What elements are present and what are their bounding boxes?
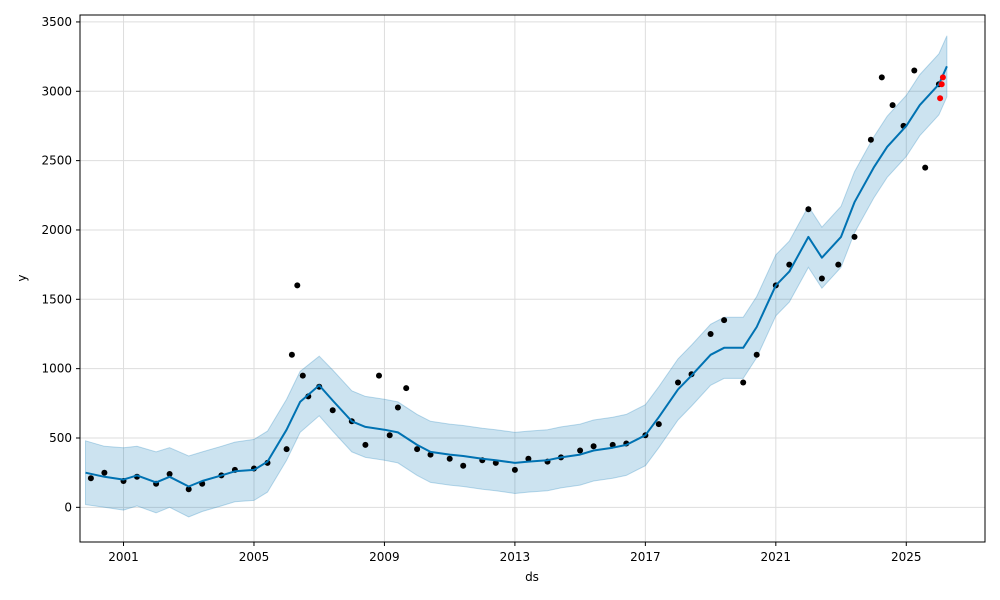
y-tick-label: 2500 [41, 154, 72, 168]
observed-point [166, 471, 173, 477]
observed-point [922, 164, 929, 171]
observed-point [721, 317, 728, 324]
observed-point [851, 233, 858, 240]
observed-point [288, 351, 295, 358]
grid-lines [80, 15, 985, 542]
observed-point [403, 385, 410, 392]
observed-point [446, 455, 453, 462]
observed-point [185, 486, 192, 493]
plot-frame [79, 14, 986, 543]
uncertainty-band [85, 35, 948, 518]
observed-point [577, 447, 584, 454]
observed-point [753, 351, 760, 358]
observed-point [786, 261, 793, 268]
observed-point [525, 455, 532, 462]
x-axis-ticks: 2001 2005 2009 2013 2017 2021 2025 [108, 542, 922, 564]
y-tick-label: 3500 [41, 15, 72, 29]
trend-line-path [85, 65, 948, 488]
x-tick-label: 2001 [108, 550, 139, 564]
y-tick-label: 1500 [41, 292, 72, 306]
observed-point [394, 404, 401, 411]
forecast-point [938, 81, 945, 88]
observed-point [867, 136, 874, 143]
forecast-points [937, 74, 946, 102]
observed-point [805, 206, 812, 213]
observed-point [835, 261, 842, 268]
observed-point [414, 446, 421, 453]
observed-point [329, 407, 336, 414]
y-axis-ticks: 0 500 1000 1500 2000 2500 3000 3500 [41, 15, 80, 514]
observed-point [283, 446, 290, 453]
y-tick-label: 1000 [41, 362, 72, 376]
trend-line [85, 65, 948, 488]
x-tick-label: 2005 [239, 550, 270, 564]
observed-point [299, 372, 306, 379]
x-axis-label: ds [525, 570, 539, 584]
x-tick-label: 2025 [891, 550, 922, 564]
uncertainty-band-area [85, 35, 948, 518]
y-tick-label: 2000 [41, 223, 72, 237]
observed-point [878, 74, 885, 81]
observed-point [87, 475, 94, 482]
observed-point [511, 466, 518, 473]
x-tick-label: 2021 [761, 550, 792, 564]
observed-point [386, 432, 393, 439]
y-tick-label: 0 [64, 500, 72, 514]
observed-point [655, 421, 662, 428]
observed-point [590, 443, 597, 450]
observed-point [675, 379, 681, 386]
observed-point [818, 275, 825, 282]
observed-point [362, 441, 369, 448]
observed-point [376, 372, 382, 379]
observed-point [294, 282, 301, 289]
y-tick-label: 500 [49, 431, 72, 445]
forecast-point [939, 74, 946, 81]
y-axis-label: y [15, 274, 29, 281]
y-tick-label: 3000 [41, 84, 72, 98]
observed-point [911, 67, 918, 74]
observed-point [740, 379, 747, 386]
observed-point [707, 331, 714, 337]
x-tick-label: 2017 [630, 550, 661, 564]
x-tick-label: 2013 [500, 550, 531, 564]
x-tick-label: 2009 [369, 550, 400, 564]
forecast-point [937, 95, 944, 102]
observed-point [460, 462, 467, 469]
observed-point [101, 469, 108, 476]
observed-point [889, 102, 896, 109]
